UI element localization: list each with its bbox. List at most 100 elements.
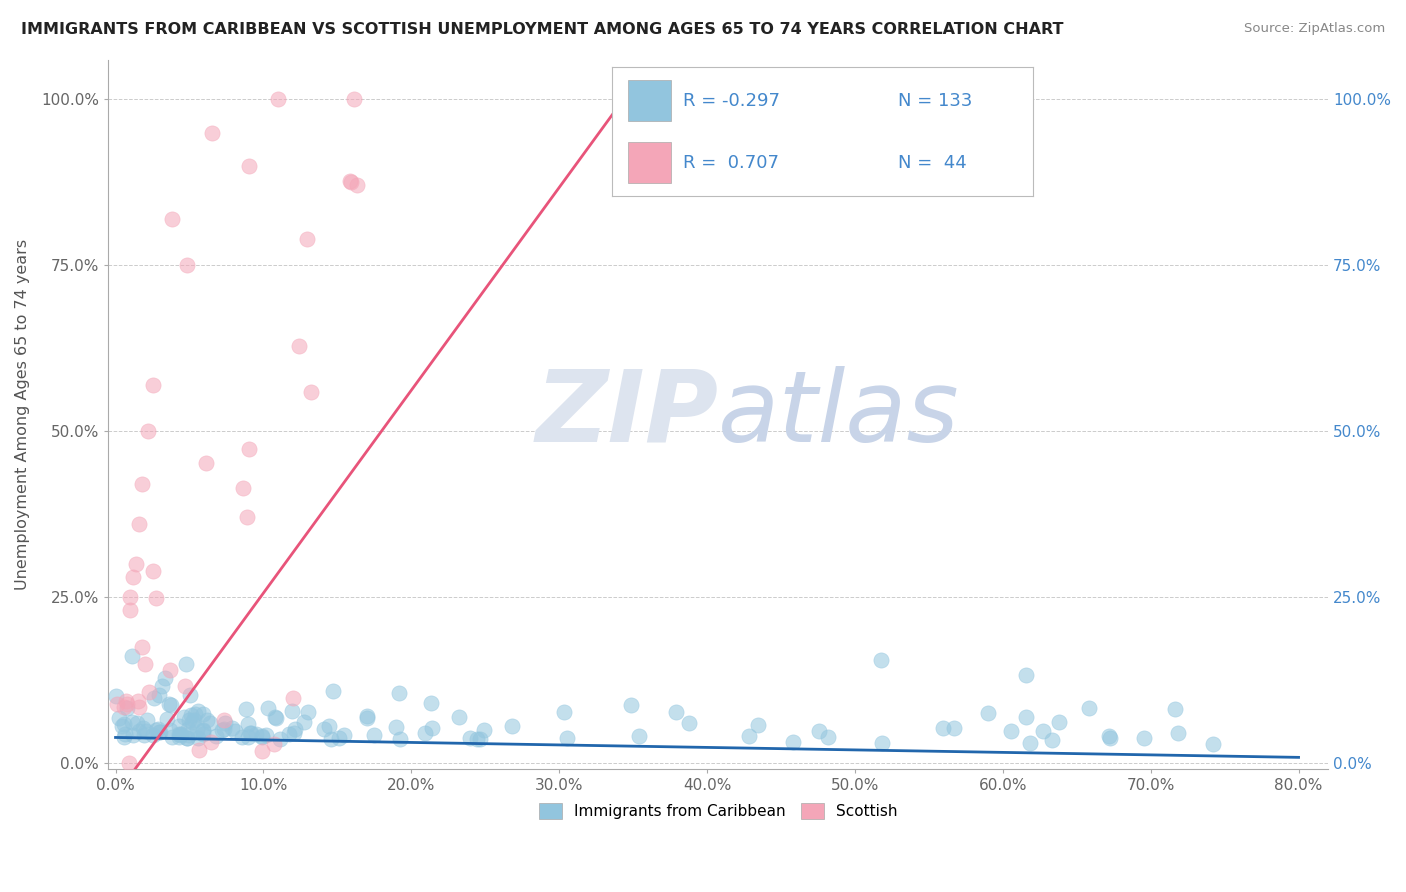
Immigrants from Caribbean	[112, 717, 135, 731]
Immigrants from Caribbean	[254, 728, 277, 742]
Scottish	[238, 159, 260, 173]
Immigrants from Caribbean	[328, 731, 350, 746]
Immigrants from Caribbean	[420, 696, 443, 710]
Immigrants from Caribbean	[467, 732, 489, 747]
Immigrants from Caribbean	[125, 715, 148, 730]
Immigrants from Caribbean	[284, 723, 307, 737]
Bar	[628, 142, 671, 184]
Scottish	[115, 694, 138, 708]
Scottish	[122, 570, 145, 584]
Immigrants from Caribbean	[1167, 726, 1189, 740]
Immigrants from Caribbean	[627, 729, 650, 743]
Immigrants from Caribbean	[292, 715, 315, 730]
Immigrants from Caribbean	[1040, 733, 1063, 747]
Immigrants from Caribbean	[870, 653, 893, 667]
Immigrants from Caribbean	[159, 698, 181, 712]
Immigrants from Caribbean	[141, 728, 163, 742]
Immigrants from Caribbean	[319, 731, 342, 746]
Immigrants from Caribbean	[212, 722, 235, 736]
Scottish	[339, 173, 361, 187]
Immigrants from Caribbean	[111, 719, 134, 733]
Scottish	[250, 744, 273, 758]
Scottish	[142, 564, 165, 578]
Immigrants from Caribbean	[553, 705, 575, 719]
Immigrants from Caribbean	[817, 730, 839, 744]
Immigrants from Caribbean	[221, 721, 243, 735]
Scottish	[201, 126, 224, 140]
Immigrants from Caribbean	[269, 731, 291, 746]
Scottish	[125, 557, 148, 571]
Immigrants from Caribbean	[1098, 731, 1121, 745]
Immigrants from Caribbean	[256, 700, 278, 714]
Immigrants from Caribbean	[458, 731, 481, 745]
Immigrants from Caribbean	[179, 688, 201, 702]
Text: R = -0.297: R = -0.297	[683, 92, 780, 110]
Immigrants from Caribbean	[312, 722, 335, 736]
Scottish	[134, 657, 156, 672]
Immigrants from Caribbean	[333, 728, 356, 742]
Immigrants from Caribbean	[420, 721, 443, 735]
Immigrants from Caribbean	[155, 671, 177, 685]
Immigrants from Caribbean	[283, 726, 305, 740]
Scottish	[238, 442, 260, 456]
Immigrants from Caribbean	[468, 731, 491, 746]
Scottish	[281, 691, 304, 706]
Immigrants from Caribbean	[162, 730, 184, 744]
Immigrants from Caribbean	[297, 705, 319, 719]
Immigrants from Caribbean	[195, 713, 218, 727]
Immigrants from Caribbean	[145, 723, 167, 738]
Scottish	[136, 424, 159, 438]
Immigrants from Caribbean	[191, 707, 214, 722]
Text: R =  0.707: R = 0.707	[683, 153, 779, 171]
Text: IMMIGRANTS FROM CARIBBEAN VS SCOTTISH UNEMPLOYMENT AMONG AGES 65 TO 74 YEARS COR: IMMIGRANTS FROM CARIBBEAN VS SCOTTISH UN…	[21, 22, 1063, 37]
Immigrants from Caribbean	[245, 727, 267, 741]
Immigrants from Caribbean	[250, 730, 273, 744]
Immigrants from Caribbean	[191, 723, 214, 738]
Immigrants from Caribbean	[184, 706, 207, 721]
Immigrants from Caribbean	[169, 728, 191, 742]
Immigrants from Caribbean	[356, 711, 378, 725]
Immigrants from Caribbean	[447, 710, 470, 724]
Legend: Immigrants from Caribbean, Scottish: Immigrants from Caribbean, Scottish	[533, 797, 904, 825]
Immigrants from Caribbean	[214, 716, 236, 731]
Scottish	[232, 482, 254, 496]
Immigrants from Caribbean	[1015, 709, 1038, 723]
Immigrants from Caribbean	[193, 726, 215, 740]
Immigrants from Caribbean	[385, 720, 408, 734]
Immigrants from Caribbean	[1000, 724, 1022, 739]
Text: N = 133: N = 133	[898, 92, 973, 110]
Immigrants from Caribbean	[173, 710, 195, 724]
Scottish	[138, 685, 160, 699]
Immigrants from Caribbean	[870, 736, 893, 750]
Immigrants from Caribbean	[239, 726, 262, 740]
Immigrants from Caribbean	[240, 726, 263, 740]
Scottish	[267, 92, 290, 106]
Immigrants from Caribbean	[943, 721, 966, 735]
Immigrants from Caribbean	[501, 719, 523, 733]
Immigrants from Caribbean	[167, 731, 190, 745]
Scottish	[297, 231, 319, 245]
Immigrants from Caribbean	[176, 731, 198, 745]
Immigrants from Caribbean	[142, 690, 165, 705]
Scottish	[159, 663, 181, 677]
Immigrants from Caribbean	[198, 716, 221, 731]
Immigrants from Caribbean	[1133, 731, 1156, 746]
Scottish	[131, 640, 153, 654]
Immigrants from Caribbean	[1098, 729, 1121, 743]
Immigrants from Caribbean	[356, 709, 378, 723]
Immigrants from Caribbean	[122, 728, 145, 742]
Immigrants from Caribbean	[170, 727, 193, 741]
Scottish	[160, 211, 183, 226]
Immigrants from Caribbean	[148, 725, 170, 739]
Scottish	[200, 735, 222, 749]
Immigrants from Caribbean	[180, 708, 202, 723]
Immigrants from Caribbean	[224, 724, 246, 739]
Scottish	[127, 694, 149, 708]
Scottish	[141, 377, 163, 392]
Scottish	[145, 591, 167, 605]
Bar	[628, 80, 671, 121]
Scottish	[346, 178, 368, 192]
Immigrants from Caribbean	[1202, 737, 1225, 751]
Immigrants from Caribbean	[1078, 701, 1101, 715]
Immigrants from Caribbean	[678, 715, 700, 730]
